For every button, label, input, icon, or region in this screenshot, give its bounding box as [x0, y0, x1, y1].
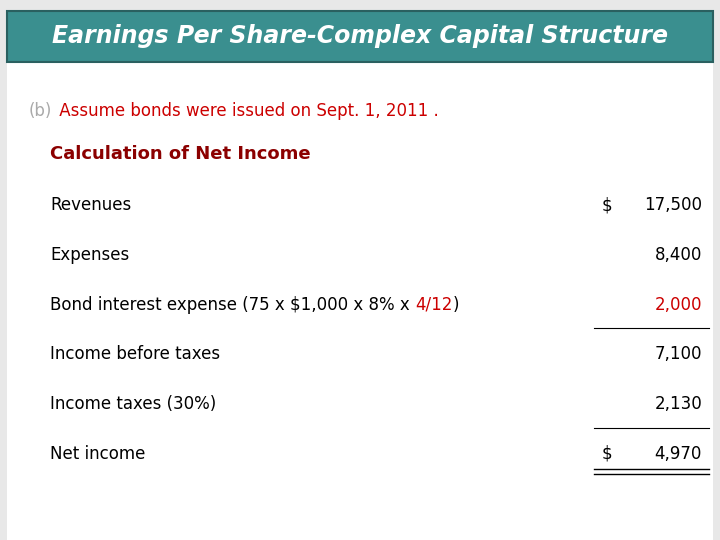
Text: Expenses: Expenses	[50, 246, 130, 264]
Text: 7,100: 7,100	[654, 345, 702, 363]
Text: 4/12: 4/12	[415, 295, 453, 314]
Text: Income taxes (30%): Income taxes (30%)	[50, 395, 217, 413]
Text: (b): (b)	[29, 102, 52, 120]
Text: ): )	[453, 295, 459, 314]
Text: Assume bonds were issued on Sept. 1, 2011 .: Assume bonds were issued on Sept. 1, 201…	[54, 102, 438, 120]
Text: 17,500: 17,500	[644, 196, 702, 214]
Text: $: $	[601, 196, 612, 214]
Text: Income before taxes: Income before taxes	[50, 345, 220, 363]
Text: Revenues: Revenues	[50, 196, 132, 214]
Text: $: $	[601, 444, 612, 463]
Text: Earnings Per Share-Complex Capital Structure: Earnings Per Share-Complex Capital Struc…	[52, 24, 668, 49]
Text: Bond interest expense (75 x $1,000 x 8% x: Bond interest expense (75 x $1,000 x 8% …	[50, 295, 415, 314]
Text: Net income: Net income	[50, 444, 145, 463]
Text: Calculation of Net Income: Calculation of Net Income	[50, 145, 311, 163]
Text: 2,130: 2,130	[654, 395, 702, 413]
Text: 8,400: 8,400	[654, 246, 702, 264]
Text: 2,000: 2,000	[654, 295, 702, 314]
Text: 4,970: 4,970	[654, 444, 702, 463]
Bar	[7, 68, 713, 540]
Bar	[7, 11, 713, 62]
